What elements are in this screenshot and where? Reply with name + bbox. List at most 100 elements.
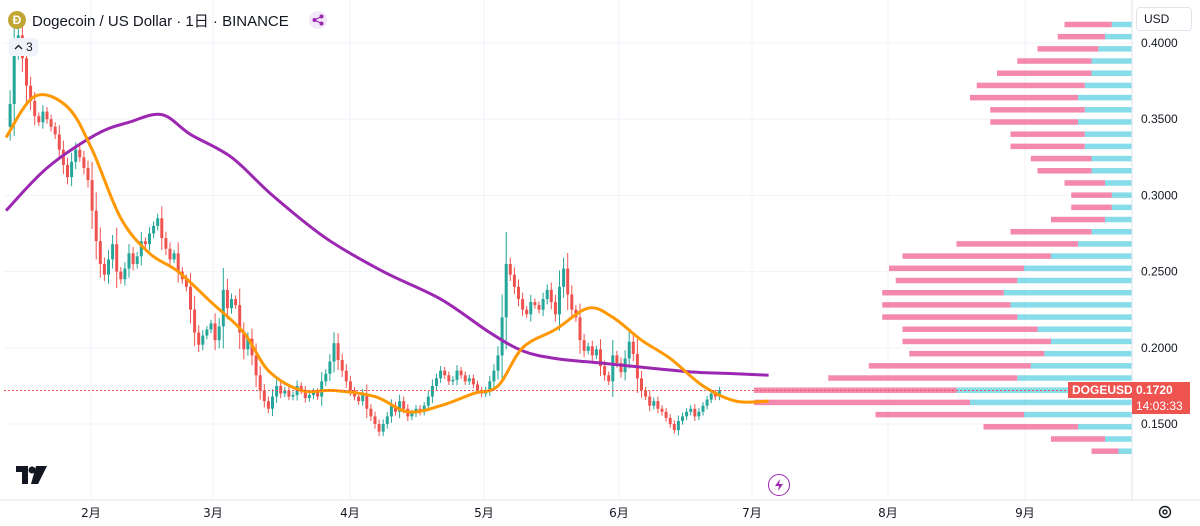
candle-body: [135, 256, 139, 264]
candle-body: [123, 268, 127, 280]
candle-body: [131, 253, 135, 264]
candle-body: [299, 385, 303, 391]
candle-body: [115, 244, 119, 272]
vp-bar-up: [1051, 338, 1132, 345]
candle-body: [508, 263, 512, 275]
vp-bar-up: [1030, 363, 1132, 369]
candle-body: [398, 401, 402, 412]
vp-bar-down: [909, 350, 1045, 357]
vp-bar-down: [990, 119, 1078, 125]
currency-button[interactable]: USD: [1136, 7, 1192, 31]
candle-body: [37, 116, 41, 123]
candle-body: [66, 164, 69, 178]
candle-body: [57, 134, 61, 150]
candle-body: [521, 299, 525, 310]
vp-bar-down: [1064, 21, 1112, 28]
candle-body: [25, 58, 28, 86]
candle-body: [197, 332, 201, 345]
vp-bar-up: [1105, 216, 1132, 223]
time-tick-label: 3月: [203, 506, 223, 520]
time-tick-label: 8月: [878, 506, 898, 520]
candle-body: [430, 385, 434, 397]
candle-body: [385, 416, 389, 424]
candle-body: [221, 289, 225, 327]
candle-body: [90, 180, 94, 211]
indicator-toggle[interactable]: 3: [9, 38, 38, 56]
candle-body: [86, 167, 90, 181]
price-tick-label: 0.1500: [1141, 417, 1178, 431]
vp-bar-up: [1111, 204, 1132, 211]
tradingview-logo[interactable]: [16, 466, 48, 489]
candle-body: [49, 119, 53, 127]
candle-body: [640, 378, 643, 391]
candle-body: [332, 343, 336, 362]
candle-body: [435, 378, 438, 386]
bar-countdown-label: 14:03:33: [1132, 398, 1190, 414]
candle-body: [316, 391, 320, 397]
vp-bar-up: [1044, 350, 1132, 357]
ma-slow-line: [4, 112, 769, 377]
ma-fast-line: [4, 93, 769, 414]
candle-body: [53, 126, 57, 135]
candle-body: [381, 424, 385, 432]
candle-body: [676, 420, 680, 431]
candle-body: [459, 370, 463, 376]
gear-icon[interactable]: [1157, 504, 1173, 520]
vp-bar-down: [1071, 192, 1112, 198]
candle-body: [549, 289, 553, 303]
time-tick-label: 4月: [340, 506, 360, 520]
vp-bar-up: [1084, 131, 1132, 137]
vp-bar-up: [1078, 119, 1132, 125]
candle-body: [578, 317, 582, 341]
candle-body: [660, 408, 664, 412]
candle-body: [209, 323, 213, 330]
vp-bar-up: [1037, 326, 1132, 333]
share-icon[interactable]: [308, 11, 327, 29]
price-tick-label: 0.3500: [1141, 112, 1178, 126]
candle-body: [582, 340, 586, 351]
vp-bar-up: [1091, 155, 1132, 162]
candle-body: [525, 309, 529, 315]
candle-body: [394, 405, 397, 412]
candle-body: [279, 385, 283, 394]
symbol-title[interactable]: Dogecoin / US Dollar · 1日 · BINANCE: [32, 12, 289, 30]
vp-bar-down: [754, 399, 970, 406]
candle-body: [184, 279, 188, 287]
candle-body: [172, 253, 176, 260]
candle-body: [652, 401, 656, 406]
vp-bar-up: [1051, 253, 1132, 259]
candle-body: [254, 355, 258, 376]
vp-bar-down: [902, 253, 1051, 259]
candle-body: [590, 346, 594, 356]
candle-body: [533, 302, 537, 306]
vp-bar-down: [990, 107, 1085, 113]
candle-body: [664, 411, 668, 418]
vp-bar-down: [889, 265, 1024, 272]
candle-body: [369, 408, 373, 417]
candle-body: [205, 329, 209, 336]
candle-body: [668, 417, 672, 424]
candle-body: [246, 338, 250, 350]
candle-body: [143, 241, 147, 245]
price-axis[interactable]: 0.4000 0.3500 0.3000 0.2500 0.2000 0.1500: [1131, 0, 1178, 500]
candle-body: [603, 366, 607, 376]
vp-bar-up: [1084, 107, 1132, 113]
candle-body: [685, 411, 689, 417]
vp-bar-up: [1105, 180, 1132, 186]
candle-body: [570, 294, 574, 310]
candle-body: [681, 416, 684, 421]
candle-body: [689, 408, 693, 412]
lightning-icon[interactable]: [768, 474, 790, 496]
candle-body: [517, 286, 520, 300]
candle-body: [619, 363, 623, 373]
candle-body: [594, 349, 598, 356]
candle-body: [463, 375, 467, 382]
candle-body: [111, 244, 115, 260]
candle-body: [476, 384, 479, 391]
vp-bar-up: [1105, 33, 1132, 40]
vp-bar-down: [902, 338, 1051, 345]
candle-body: [45, 111, 49, 120]
candle-body: [713, 393, 717, 397]
time-axis[interactable]: 2月 3月 4月 5月 6月 7月 8月 9月: [0, 499, 1200, 520]
